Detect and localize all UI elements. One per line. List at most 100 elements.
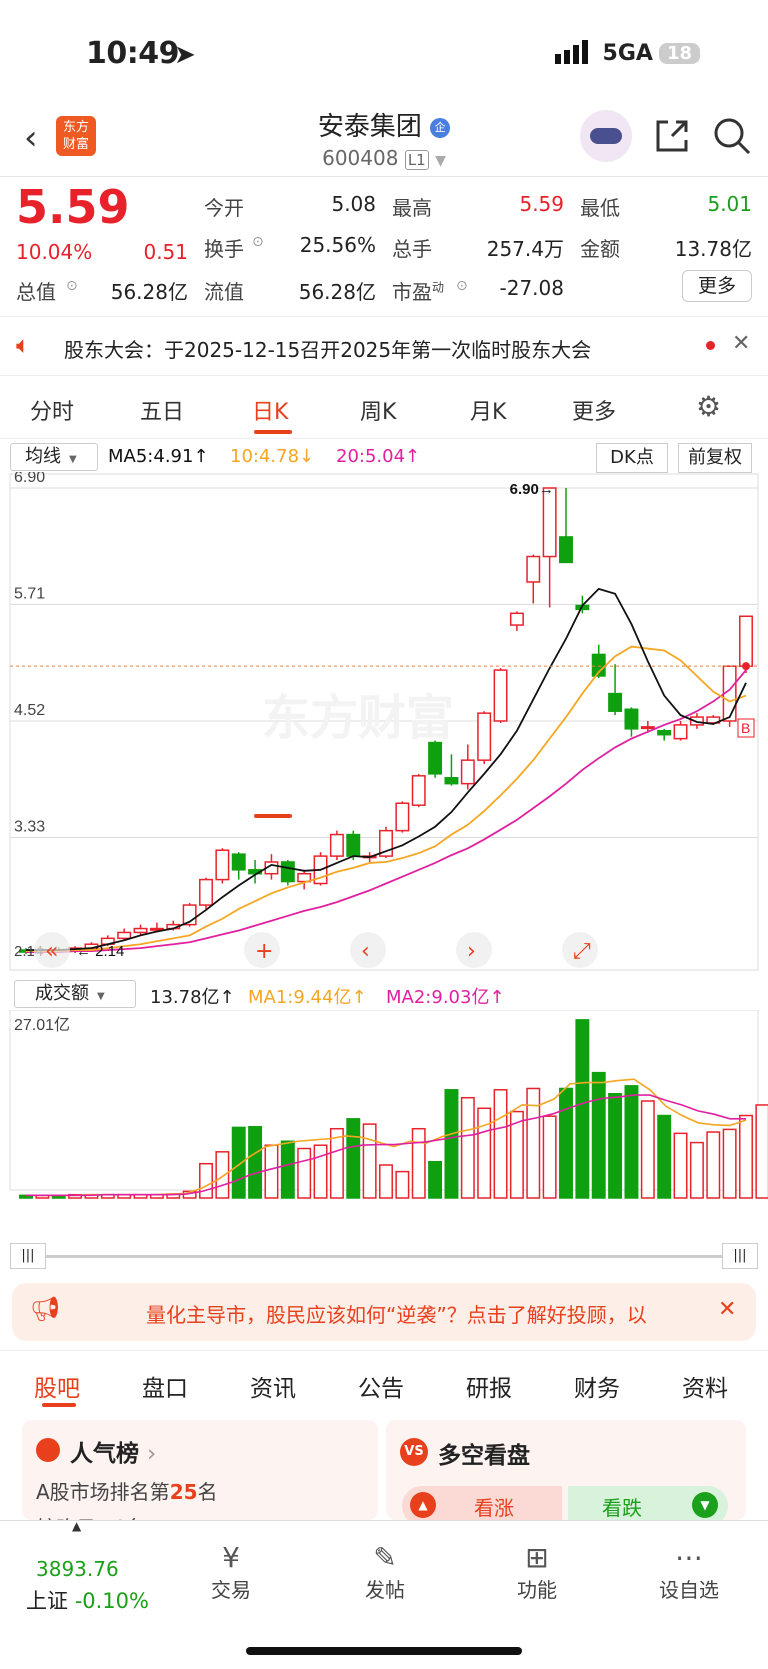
info-icon[interactable]: ⊙ <box>66 278 78 294</box>
chart-range-scrollbar[interactable]: ||| ||| <box>10 1243 758 1269</box>
stock-code-row[interactable]: 600408 L1 ▼ <box>0 146 768 170</box>
candle <box>608 692 623 712</box>
pe-label: 市盈动 <box>392 280 445 304</box>
volume-bar <box>362 1123 377 1199</box>
volume-bar <box>591 1071 606 1199</box>
amount-label: 金额 <box>580 237 620 261</box>
share-icon[interactable] <box>652 116 692 156</box>
stock-title: 安泰集团 企 <box>0 106 768 143</box>
tab-wuri[interactable]: 五日 <box>140 400 185 425</box>
candle <box>149 927 164 931</box>
volume-bar <box>297 1147 312 1199</box>
more-button[interactable]: 更多 <box>682 270 752 302</box>
volume-bar <box>657 1114 672 1199</box>
popularity-card[interactable]: 人气榜 › A股市场排名第25名 较昨日↑6名 <box>22 1420 378 1520</box>
edit-icon: ✎ <box>373 1541 397 1574</box>
back-button[interactable]: ‹ <box>24 118 38 158</box>
close-icon[interactable]: ✕ <box>718 1297 737 1322</box>
candle <box>559 536 573 564</box>
volume-value: 257.4万 <box>486 237 564 261</box>
settings-gear-icon[interactable]: ⚙ <box>696 390 722 423</box>
buy-marker-box <box>737 718 755 738</box>
nav-trade[interactable]: ¥ 交易 <box>176 1541 286 1603</box>
float-label: 流值 <box>204 280 244 304</box>
ad-banner[interactable]: 📢︎ 量化主导市，股民应该如何“逆袭”？点击了解好投顾，以 ✕ <box>12 1283 756 1341</box>
index-name-pct[interactable]: 上证 -0.10% <box>26 1589 149 1613</box>
tab-monthly-k[interactable]: 月K <box>470 400 507 425</box>
dk-point-button[interactable]: DK点 <box>596 443 668 473</box>
volume-bar <box>444 1089 459 1199</box>
tab-research[interactable]: 研报 <box>466 1376 512 1402</box>
tab-weekly-k[interactable]: 周K <box>360 400 397 425</box>
scroll-left-handle[interactable]: ||| <box>10 1243 46 1269</box>
fullscreen-icon: ⤢ <box>573 939 591 964</box>
next-icon: › <box>467 939 476 964</box>
signal-icon <box>554 40 588 64</box>
candle <box>542 487 557 558</box>
search-icon[interactable] <box>712 116 752 156</box>
pe-value: -27.08 <box>499 276 564 300</box>
high-label: 最高 <box>392 196 432 220</box>
collapse-left-icon-bg <box>34 932 70 968</box>
tab-pankou[interactable]: 盘口 <box>142 1376 188 1402</box>
trade-icon: ¥ <box>222 1541 240 1574</box>
tab-fenshi[interactable]: 分时 <box>30 400 75 425</box>
volume-bar <box>329 1127 344 1199</box>
y-axis-label: 6.90 <box>14 472 45 486</box>
notice-bar[interactable]: 🔈︎ 股东大会：于2025-12-15召开2025年第一次临时股东大会 ✕ <box>0 316 768 376</box>
robot-avatar-icon[interactable] <box>580 110 632 162</box>
close-icon[interactable]: ✕ <box>732 331 751 356</box>
volume-bar <box>379 1164 393 1199</box>
ma5-line <box>26 587 747 951</box>
buy-marker: B <box>741 720 750 736</box>
popularity-desc: A股市场排名第25名 <box>36 1480 218 1504</box>
volume-bar <box>199 1162 213 1199</box>
candle <box>493 669 508 722</box>
volume-bar <box>395 1170 410 1199</box>
tab-guba[interactable]: 股吧 <box>34 1376 80 1402</box>
info-icon[interactable]: ⊙ <box>252 234 264 250</box>
ma10-legend: 10:4.78↓ <box>230 446 315 467</box>
ma-select[interactable]: 均线 ▼ <box>10 443 98 471</box>
volume-bar <box>411 1127 426 1199</box>
sub-tab-indicator <box>42 1403 76 1407</box>
bull-button[interactable]: ▲ 看涨 <box>402 1486 562 1520</box>
tab-news[interactable]: 资讯 <box>250 1376 296 1402</box>
volume-bar <box>640 1100 655 1199</box>
bear-button[interactable]: 看跌 ▼ <box>568 1486 728 1520</box>
tab-announcements[interactable]: 公告 <box>358 1376 404 1402</box>
tab-daily-k[interactable]: 日K <box>252 400 289 425</box>
volume-chart[interactable]: 27.01亿 <box>0 1010 768 1200</box>
candle <box>657 730 672 736</box>
turnover-value: 25.56% <box>299 233 376 257</box>
active-tab-indicator <box>254 430 292 434</box>
volume-bar <box>509 1110 524 1199</box>
scroll-right-handle[interactable]: ||| <box>722 1243 758 1269</box>
battery-indicator: 18 <box>658 42 700 64</box>
ad-text: 量化主导市，股民应该如何“逆袭”？点击了解好投顾，以 <box>146 1303 647 1327</box>
popularity-partial: 较昨日↑6名 <box>36 1512 145 1520</box>
candle <box>231 853 246 871</box>
tab-more[interactable]: 更多 <box>572 400 617 425</box>
volume-ma1: MA1:9.44亿↑ <box>248 987 367 1008</box>
bull-bear-card[interactable]: VS 多空看盘 ▲ 看涨 看跌 ▼ <box>386 1420 746 1520</box>
volume-label: 总手 <box>392 237 432 261</box>
nav-add-watchlist[interactable]: ⋯ 设自选 <box>634 1541 744 1603</box>
tab-finance[interactable]: 财务 <box>574 1376 620 1402</box>
dropdown-icon: ▼ <box>435 153 446 169</box>
tab-profile[interactable]: 资料 <box>682 1376 728 1402</box>
low-label: 最低 <box>580 196 620 220</box>
index-value[interactable]: 3893.76 <box>36 1557 119 1581</box>
volume-bar <box>493 1089 508 1199</box>
nav-functions[interactable]: ⊞ 功能 <box>482 1541 592 1603</box>
info-icon[interactable]: ⊙ <box>456 278 468 294</box>
app-logo[interactable]: 东方 财富 <box>56 116 96 156</box>
candle <box>477 712 492 761</box>
adjust-price-button[interactable]: 前复权 <box>678 443 752 473</box>
nav-post[interactable]: ✎ 发帖 <box>330 1541 440 1603</box>
level-badge: L1 <box>404 150 429 170</box>
volume-indicator-select[interactable]: 成交额 ▼ <box>14 980 136 1008</box>
zoom-in-icon: + <box>255 939 273 964</box>
network-label: 5GA <box>602 40 653 66</box>
